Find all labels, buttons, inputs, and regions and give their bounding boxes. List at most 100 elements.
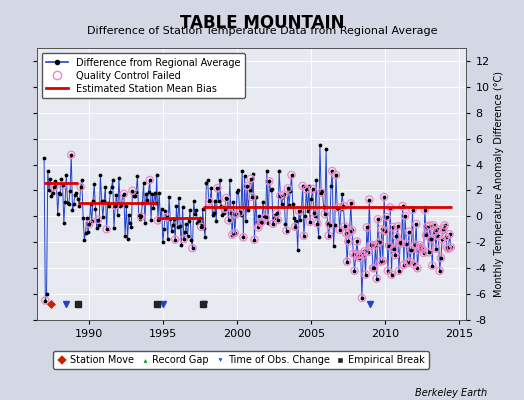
- Point: [197, 224, 205, 230]
- Point: [287, 172, 296, 178]
- Point: [324, 232, 333, 239]
- Point: [276, 192, 285, 199]
- Point: [112, 192, 121, 198]
- Point: [427, 236, 435, 242]
- Point: [374, 216, 382, 222]
- Point: [116, 203, 124, 209]
- Point: [139, 180, 148, 186]
- Point: [68, 207, 77, 213]
- Point: [434, 233, 443, 240]
- Point: [365, 196, 374, 203]
- Point: [162, 214, 171, 220]
- Point: [188, 245, 196, 251]
- Point: [159, 239, 167, 246]
- Point: [381, 228, 389, 234]
- Point: [402, 240, 410, 247]
- Point: [188, 245, 196, 251]
- Point: [432, 245, 440, 252]
- Point: [345, 229, 354, 236]
- Point: [51, 178, 59, 184]
- Text: TABLE MOUNTAIN: TABLE MOUNTAIN: [180, 14, 344, 32]
- Point: [401, 213, 409, 219]
- Point: [71, 192, 79, 198]
- Point: [171, 236, 179, 243]
- Point: [433, 226, 441, 232]
- Point: [358, 295, 366, 301]
- Point: [418, 246, 427, 252]
- Point: [194, 218, 203, 224]
- Point: [428, 262, 436, 269]
- Point: [114, 212, 122, 219]
- Point: [364, 249, 372, 255]
- Point: [254, 224, 263, 231]
- Point: [337, 206, 345, 212]
- Point: [341, 223, 349, 229]
- Point: [182, 221, 191, 227]
- Point: [272, 210, 281, 216]
- Point: [392, 233, 401, 240]
- Point: [436, 255, 445, 261]
- Point: [216, 177, 224, 183]
- Point: [125, 212, 133, 218]
- Point: [373, 275, 381, 282]
- Point: [231, 230, 239, 236]
- Point: [428, 262, 436, 269]
- Point: [119, 191, 128, 197]
- Point: [102, 226, 111, 232]
- Point: [363, 224, 371, 230]
- Point: [242, 218, 250, 224]
- Point: [311, 212, 319, 219]
- Point: [405, 228, 413, 235]
- Point: [343, 258, 351, 265]
- Point: [54, 190, 63, 196]
- Point: [324, 232, 333, 239]
- Point: [247, 176, 255, 182]
- Point: [152, 200, 160, 206]
- Point: [129, 192, 138, 199]
- Point: [233, 189, 242, 196]
- Point: [180, 236, 188, 242]
- Point: [274, 217, 282, 223]
- Point: [444, 246, 453, 252]
- Point: [372, 242, 380, 248]
- Point: [272, 210, 281, 216]
- Point: [370, 265, 378, 271]
- Point: [294, 208, 303, 214]
- Point: [81, 229, 90, 236]
- Point: [198, 221, 206, 228]
- Point: [396, 239, 405, 246]
- Point: [406, 258, 414, 265]
- Point: [339, 203, 347, 209]
- Point: [443, 244, 451, 251]
- Point: [303, 208, 312, 214]
- Point: [289, 201, 297, 207]
- Point: [235, 209, 244, 216]
- Point: [355, 254, 364, 261]
- Point: [424, 249, 433, 256]
- Point: [439, 225, 447, 232]
- Point: [269, 220, 277, 227]
- Point: [237, 212, 245, 218]
- Point: [250, 236, 259, 243]
- Point: [172, 203, 181, 210]
- Point: [280, 191, 288, 198]
- Point: [390, 246, 398, 252]
- Point: [228, 232, 236, 238]
- Point: [281, 221, 290, 228]
- Point: [238, 168, 246, 174]
- Point: [422, 232, 430, 238]
- Point: [88, 218, 96, 224]
- Point: [392, 233, 401, 240]
- Point: [60, 220, 68, 226]
- Point: [349, 250, 357, 257]
- Point: [332, 172, 340, 178]
- Point: [397, 240, 406, 247]
- Point: [181, 229, 189, 236]
- Point: [75, 203, 84, 209]
- Point: [89, 198, 97, 204]
- Point: [122, 203, 130, 210]
- Point: [49, 190, 57, 196]
- Point: [291, 224, 299, 230]
- Point: [287, 172, 296, 178]
- Point: [265, 178, 274, 184]
